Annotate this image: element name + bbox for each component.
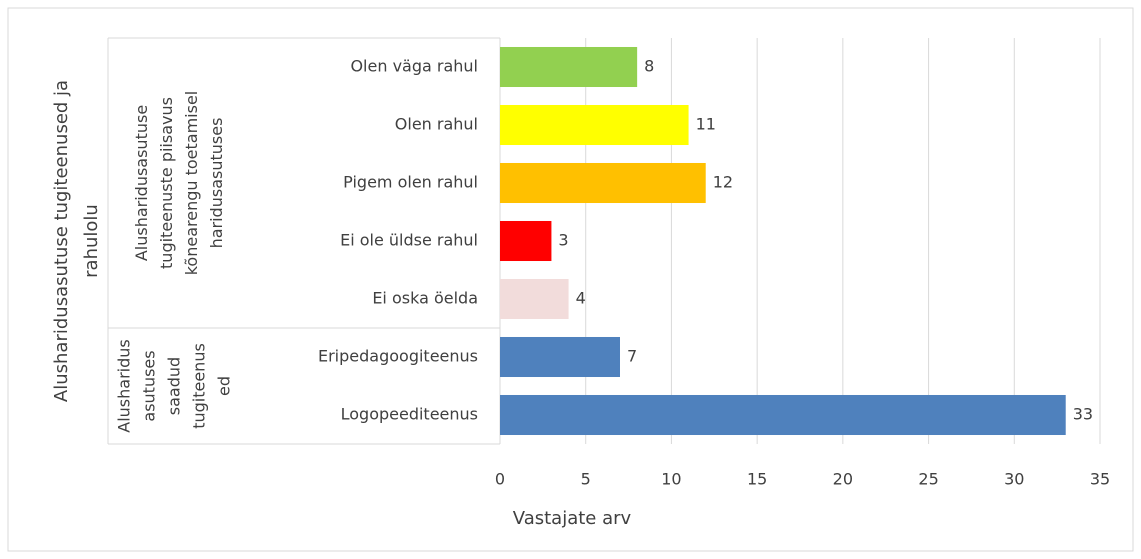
- y-tick-label: Olen rahul: [395, 115, 478, 134]
- data-label: 33: [1073, 405, 1093, 424]
- data-label: 7: [627, 347, 637, 366]
- data-label: 11: [696, 115, 716, 134]
- x-tick-label: 5: [581, 470, 591, 489]
- bar: [500, 104, 689, 146]
- bar: [500, 278, 569, 320]
- data-label: 3: [558, 231, 568, 250]
- y-tick-label: Ei ole üldse rahul: [340, 231, 478, 250]
- data-label: 12: [713, 173, 733, 192]
- group-label: ed: [215, 376, 234, 396]
- data-label: 4: [576, 289, 586, 308]
- data-label: 8: [644, 57, 654, 76]
- y-tick-label: Eripedagoogiteenus: [318, 347, 478, 366]
- group-label: Alusharidus: [115, 339, 134, 432]
- group-label: saadud: [165, 357, 184, 415]
- y-tick-label: Pigem olen rahul: [343, 173, 478, 192]
- y-tick-label: Olen väga rahul: [350, 57, 478, 76]
- x-tick-label: 10: [661, 470, 681, 489]
- y-axis-title: Alusharidusasutuse tugiteenused ja: [51, 80, 72, 402]
- bar: [500, 394, 1066, 436]
- x-tick-label: 0: [495, 470, 505, 489]
- group-label: tugiteenus: [190, 343, 209, 429]
- group-label: asutuses: [140, 350, 159, 421]
- x-axis-title: Vastajate arv: [513, 508, 632, 529]
- bar: [500, 336, 620, 378]
- x-tick-label: 15: [747, 470, 767, 489]
- x-tick-label: 30: [1004, 470, 1024, 489]
- y-axis-title: rahulolu: [81, 204, 102, 278]
- group-label: Alusharidusasutuse: [132, 105, 151, 261]
- bar: [500, 162, 706, 204]
- group-label: tugiteenuste piisavus: [157, 97, 176, 269]
- y-tick-label: Logopeediteenus: [341, 405, 478, 424]
- x-tick-label: 20: [833, 470, 853, 489]
- group-label: kõnearengu toetamisel: [182, 91, 201, 276]
- chart-border: [7, 7, 1134, 552]
- bar: [500, 220, 552, 262]
- bar: [500, 46, 638, 88]
- x-tick-label: 35: [1090, 470, 1110, 489]
- group-label: haridusasutuses: [207, 118, 226, 249]
- x-tick-label: 25: [918, 470, 938, 489]
- y-tick-label: Ei oska öelda: [372, 289, 478, 308]
